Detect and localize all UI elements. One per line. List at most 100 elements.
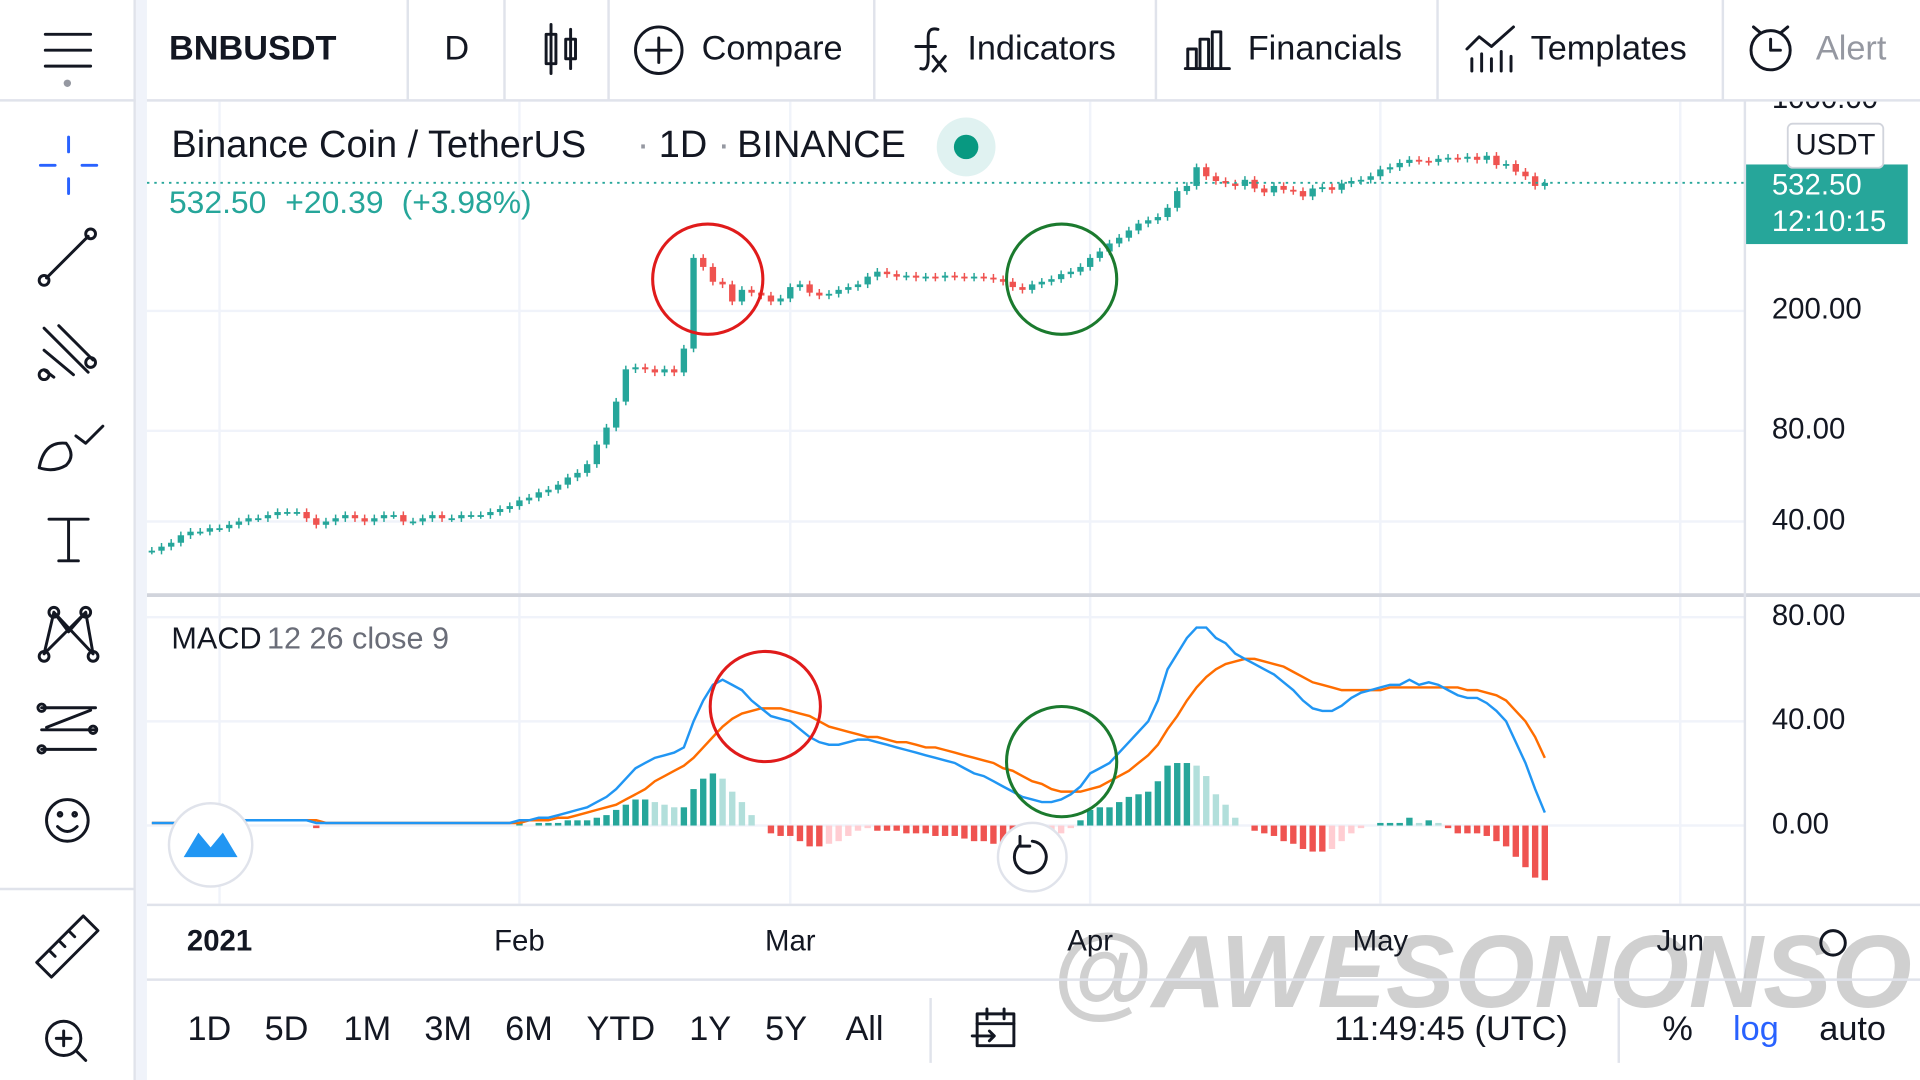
candle [1425, 160, 1432, 163]
histogram-bar [661, 804, 668, 826]
templates-icon[interactable] [1465, 25, 1515, 73]
histogram-bar [903, 825, 910, 834]
range-button[interactable]: 1M [344, 1010, 392, 1048]
range-button[interactable]: 5Y [765, 1010, 807, 1048]
chart-type-button[interactable] [544, 23, 577, 75]
toolbar-button[interactable]: Financials [1248, 29, 1402, 67]
fib-tool[interactable] [37, 324, 97, 382]
financials-icon[interactable] [1183, 30, 1231, 71]
histogram-bar [1290, 825, 1297, 844]
candle [970, 276, 978, 279]
candle [419, 518, 426, 522]
candle [1057, 274, 1065, 280]
histogram-bar [1396, 822, 1403, 826]
compare-icon[interactable] [634, 25, 684, 75]
scale-option[interactable]: log [1733, 1010, 1779, 1048]
candle [729, 284, 736, 302]
candle [351, 515, 359, 519]
date-range-button[interactable] [970, 1007, 1016, 1048]
candle [1435, 158, 1442, 162]
candle [1541, 182, 1548, 186]
range-button[interactable]: YTD [587, 1010, 656, 1048]
currency[interactable]: USDT [1796, 129, 1876, 162]
candle [816, 292, 823, 296]
candle [477, 515, 484, 517]
candle [700, 257, 707, 267]
ruler-tool[interactable] [35, 914, 100, 979]
candle [1270, 185, 1278, 193]
candle [1473, 156, 1481, 160]
histogram-bar [583, 820, 591, 826]
y-tick-label: 40.00 [1772, 503, 1846, 536]
range-button[interactable]: 5D [265, 1010, 309, 1048]
text-tool[interactable] [47, 517, 90, 563]
candle [284, 512, 291, 514]
candle [777, 298, 784, 302]
clock[interactable]: 11:49:45 (UTC) [1334, 1010, 1568, 1048]
candle [1367, 176, 1374, 180]
candle [990, 277, 997, 280]
toolbar-button[interactable]: Templates [1531, 29, 1687, 67]
histogram-bar [1164, 765, 1171, 826]
histogram-bar [612, 809, 620, 826]
histogram-bar [990, 825, 997, 844]
candle [1280, 185, 1287, 190]
scale-option[interactable]: % [1662, 1010, 1692, 1048]
candle [1328, 187, 1336, 190]
countdown: 12:10:15 [1772, 205, 1886, 238]
candle [1531, 176, 1539, 186]
toolbar-button[interactable]: Alert [1816, 29, 1887, 67]
trendline-tool[interactable] [37, 227, 97, 287]
range-button[interactable]: All [845, 1010, 883, 1048]
histogram-bar [622, 804, 630, 826]
annotation-circle [1005, 705, 1119, 819]
prediction-tool[interactable] [36, 702, 99, 755]
toolbar-button[interactable]: Compare [702, 29, 843, 67]
candle [409, 521, 417, 524]
histogram-bar [893, 825, 900, 831]
range-button[interactable]: 1Y [689, 1010, 731, 1048]
histogram-bar [796, 825, 804, 842]
histogram-bar [1425, 820, 1432, 826]
candle [158, 546, 165, 551]
reset-button[interactable] [996, 821, 1068, 893]
interval-button[interactable]: D [444, 29, 469, 67]
alert-icon[interactable] [1749, 25, 1792, 72]
currency-box[interactable] [1786, 122, 1885, 169]
x-tick-label: Feb [494, 925, 545, 958]
candle [603, 427, 610, 445]
menu-button[interactable] [43, 32, 93, 87]
candle [787, 287, 794, 299]
reset-icon [1018, 834, 1032, 848]
candle [168, 542, 175, 547]
macd-parameters: 12 26 close 9 [267, 622, 449, 656]
candle [255, 518, 262, 521]
candle [1222, 181, 1229, 184]
scale-option[interactable]: auto [1819, 1010, 1886, 1048]
candle [1299, 191, 1307, 197]
range-button[interactable]: 3M [424, 1010, 472, 1048]
candle [1444, 157, 1452, 160]
brush-tool[interactable] [37, 424, 105, 472]
histogram-bar [1251, 825, 1258, 831]
logo-button[interactable] [167, 802, 254, 888]
crosshair-tool[interactable] [38, 135, 99, 195]
pattern-tool[interactable] [37, 605, 100, 663]
toolbar-button[interactable]: Indicators [967, 29, 1116, 67]
settings-icon[interactable] [1819, 929, 1847, 957]
zoom-tool[interactable] [45, 1019, 88, 1062]
histogram-bar [1270, 825, 1278, 836]
candle [293, 512, 301, 514]
candle [1212, 176, 1220, 182]
candle [980, 276, 987, 279]
candle [487, 512, 494, 516]
range-button[interactable]: 1D [187, 1010, 231, 1048]
histogram-bar [1116, 802, 1123, 826]
indicators-icon[interactable] [914, 27, 947, 73]
range-button[interactable]: 6M [505, 1010, 553, 1048]
candle [1357, 179, 1365, 182]
symbol[interactable]: BNBUSDT [169, 29, 337, 67]
histogram-bar [874, 825, 881, 831]
emoji-tool[interactable] [45, 798, 90, 843]
candle [1493, 155, 1500, 166]
